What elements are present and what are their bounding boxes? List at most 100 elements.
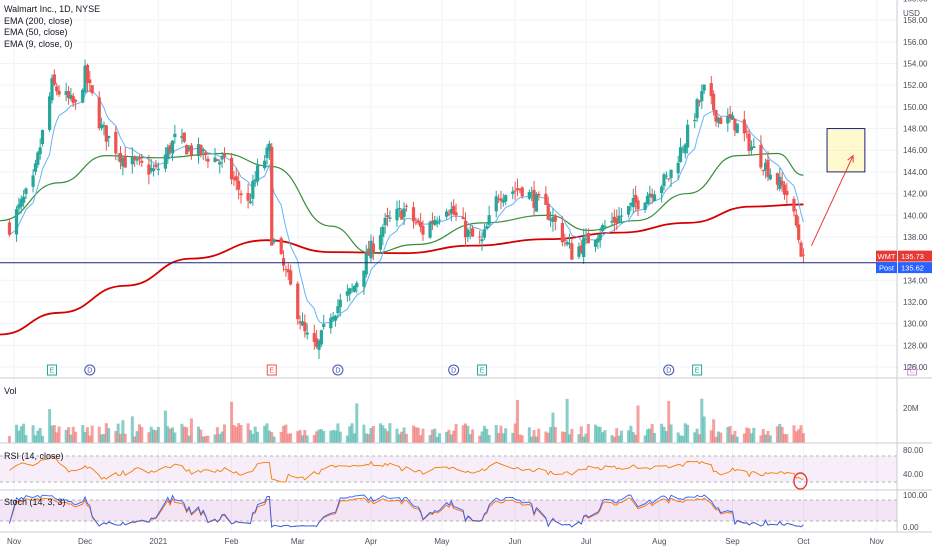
candle[interactable] <box>603 225 607 227</box>
candle[interactable] <box>395 208 399 221</box>
candle[interactable] <box>55 86 59 92</box>
candle[interactable] <box>81 89 85 103</box>
candle[interactable] <box>71 96 75 104</box>
candle[interactable] <box>64 91 68 95</box>
candle[interactable] <box>634 194 638 203</box>
candle[interactable] <box>719 117 723 124</box>
rsi-line[interactable] <box>9 455 804 483</box>
candle[interactable] <box>19 198 23 207</box>
candle[interactable] <box>206 158 210 162</box>
candle[interactable] <box>369 240 373 259</box>
candle[interactable] <box>480 239 484 242</box>
candle[interactable] <box>518 188 522 191</box>
candle[interactable] <box>449 209 453 214</box>
candle[interactable] <box>298 321 302 324</box>
candle[interactable] <box>565 241 569 245</box>
candle[interactable] <box>419 222 423 227</box>
candle[interactable] <box>52 74 56 85</box>
candle[interactable] <box>137 158 142 160</box>
candle[interactable] <box>463 220 468 238</box>
candle[interactable] <box>348 288 352 295</box>
candle[interactable] <box>222 153 227 157</box>
candle[interactable] <box>234 176 238 181</box>
post-value-tag[interactable] <box>898 262 932 274</box>
candle[interactable] <box>636 200 640 210</box>
candle[interactable] <box>513 190 517 192</box>
candle[interactable] <box>686 124 690 148</box>
candle[interactable] <box>494 196 498 212</box>
earnings-marker[interactable] <box>477 364 488 376</box>
stoch-k-line[interactable] <box>9 494 804 528</box>
candle[interactable] <box>362 270 366 287</box>
candle[interactable] <box>135 158 139 161</box>
candle[interactable] <box>643 202 647 210</box>
candle[interactable] <box>501 199 505 203</box>
candle[interactable] <box>728 114 732 119</box>
candle[interactable] <box>551 217 555 222</box>
candle[interactable] <box>215 159 219 161</box>
dividend-marker[interactable] <box>332 364 344 376</box>
candle[interactable] <box>650 194 654 198</box>
candle[interactable] <box>645 195 650 205</box>
candle[interactable] <box>255 165 260 182</box>
candle[interactable] <box>693 119 697 122</box>
candle[interactable] <box>317 340 321 350</box>
candle[interactable] <box>303 322 307 332</box>
candle[interactable] <box>766 159 770 177</box>
earnings-marker[interactable] <box>692 364 703 376</box>
candle[interactable] <box>22 196 26 203</box>
candle[interactable] <box>267 143 271 151</box>
candle[interactable] <box>697 101 702 103</box>
candle[interactable] <box>74 99 78 102</box>
candle[interactable] <box>447 213 451 215</box>
candle[interactable] <box>352 285 357 292</box>
candle[interactable] <box>582 237 586 257</box>
candle[interactable] <box>383 217 387 226</box>
candle[interactable] <box>593 240 598 247</box>
candle[interactable] <box>778 176 782 189</box>
candle[interactable] <box>504 195 508 202</box>
candle[interactable] <box>631 197 635 208</box>
candle[interactable] <box>416 220 420 223</box>
candle[interactable] <box>546 203 550 220</box>
candle[interactable] <box>752 146 756 148</box>
candle[interactable] <box>801 254 806 256</box>
candle[interactable] <box>496 198 501 200</box>
candle[interactable] <box>118 153 123 163</box>
candle[interactable] <box>785 190 789 196</box>
candle[interactable] <box>239 193 243 196</box>
candle[interactable] <box>338 299 342 308</box>
candle[interactable] <box>182 132 186 142</box>
candle[interactable] <box>48 96 52 130</box>
candle[interactable] <box>397 207 401 210</box>
candle[interactable] <box>626 206 631 215</box>
candle[interactable] <box>461 217 465 220</box>
trend-arrow-drawing[interactable] <box>810 155 854 246</box>
candle[interactable] <box>764 162 768 171</box>
rsi-label[interactable]: RSI (14, close) <box>4 451 64 461</box>
candle[interactable] <box>792 198 796 212</box>
candle[interactable] <box>151 168 156 172</box>
candle[interactable] <box>31 175 35 187</box>
earnings-marker[interactable] <box>46 364 57 376</box>
ema200-line[interactable] <box>0 203 804 336</box>
candle[interactable] <box>534 193 539 212</box>
candle[interactable] <box>515 188 520 190</box>
candle[interactable] <box>775 173 780 185</box>
candle[interactable] <box>797 224 801 240</box>
candle[interactable] <box>619 215 624 217</box>
candle[interactable] <box>667 178 671 180</box>
candle[interactable] <box>203 152 208 156</box>
candle[interactable] <box>478 236 482 238</box>
candle[interactable] <box>133 157 137 160</box>
candle[interactable] <box>487 215 491 225</box>
candle[interactable] <box>577 246 581 257</box>
candle[interactable] <box>662 174 666 187</box>
candle[interactable] <box>166 147 170 159</box>
candle[interactable] <box>414 222 418 224</box>
candle[interactable] <box>367 248 371 256</box>
candle[interactable] <box>246 193 250 201</box>
candle[interactable] <box>220 156 224 160</box>
candle[interactable] <box>114 131 118 154</box>
candle[interactable] <box>102 125 106 127</box>
